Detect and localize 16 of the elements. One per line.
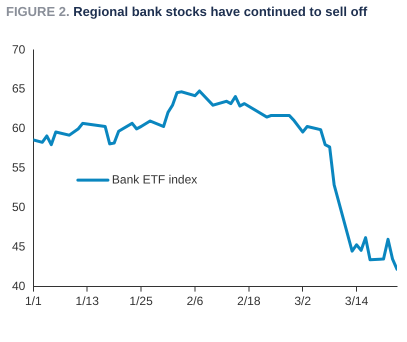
x-tick-label: 2/18 xyxy=(237,294,261,308)
x-tick-label: 1/13 xyxy=(76,294,100,308)
legend-label: Bank ETF index xyxy=(112,172,198,186)
y-tick-label: 50 xyxy=(12,200,26,214)
x-tick-label: 3/14 xyxy=(344,294,369,308)
y-tick-label: 55 xyxy=(12,160,26,175)
y-tick-label: 70 xyxy=(12,42,26,56)
x-tick-label: 3/2 xyxy=(294,294,312,308)
chart-title: FIGURE 2. Regional bank stocks have continued to sell off xyxy=(6,4,368,19)
y-tick-label: 65 xyxy=(12,82,26,96)
y-tick-label: 40 xyxy=(12,278,26,293)
y-tick-label: 45 xyxy=(12,239,26,254)
x-tick-label: 2/6 xyxy=(186,294,204,308)
y-tick-label: 60 xyxy=(12,121,26,136)
x-tick-label: 1/1 xyxy=(25,294,42,308)
x-tick-label: 1/25 xyxy=(129,294,154,308)
